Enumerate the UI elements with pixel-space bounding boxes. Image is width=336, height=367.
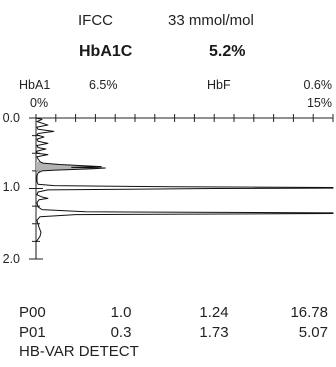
peak-area: 16.78 [290, 304, 328, 321]
footer-text: HB-VAR DETECT [19, 343, 139, 360]
peak-retention: 1.73 [199, 324, 229, 341]
tick-label-2: 2.0 [2, 252, 20, 266]
ifcc-label: IFCC [78, 12, 113, 29]
hba1-value: 6.5% [89, 78, 118, 92]
hba1-label: HbA1 [19, 78, 51, 92]
scale-max: 15% [306, 96, 332, 110]
chromatogram-trace [35, 117, 334, 259]
peak-area: 5.07 [298, 324, 328, 341]
scale-zero: 0% [30, 96, 49, 110]
tick-label-1: 1.0 [2, 180, 20, 194]
hba1c-label: HbA1C [79, 43, 133, 60]
hbf-value: 0.6% [303, 78, 333, 92]
ifcc-value: 33 mmol/mol [168, 12, 254, 29]
peak-time: 0.3 [110, 324, 132, 341]
hba1c-value: 5.2% [209, 43, 246, 60]
tick-label-0: 0.0 [2, 111, 20, 125]
hbf-label: HbF [207, 78, 231, 92]
peak-name: P00 [19, 304, 46, 321]
peak-name: P01 [19, 324, 46, 341]
peak-time: 1.0 [110, 304, 132, 321]
peak-retention: 1.24 [199, 304, 229, 321]
